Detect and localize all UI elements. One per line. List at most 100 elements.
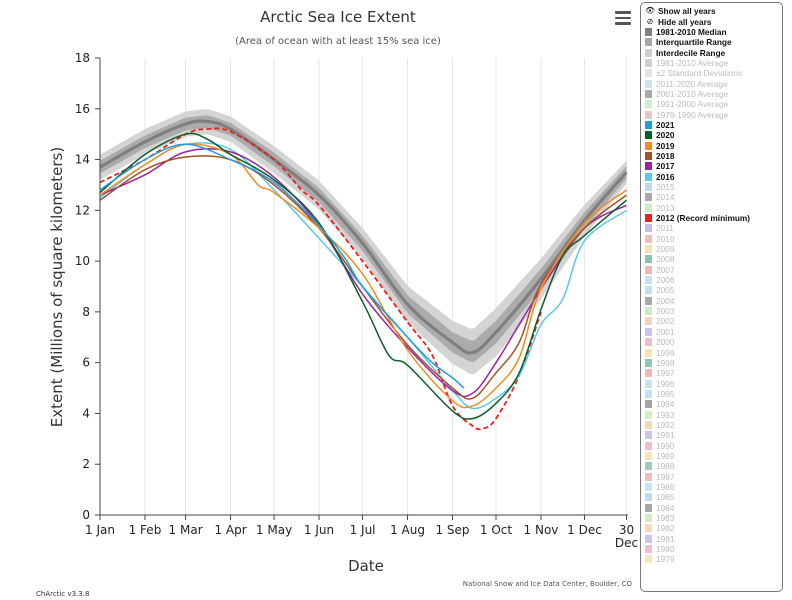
legend-item-1992[interactable]: 1992 [645,420,778,430]
legend-item-2002[interactable]: 2002 [645,316,778,326]
legend-item-2-standard-deviations[interactable]: ±2 Standard Deviations [645,68,778,78]
legend-item-interquartile-range[interactable]: Interquartile Range [645,37,778,47]
legend-item-1989[interactable]: 1989 [645,451,778,461]
legend-swatch [645,441,652,450]
legend-swatch [645,89,652,98]
legend-swatch [645,348,652,357]
y-tick-label: 10 [75,254,90,268]
legend-label: 1982 [656,523,675,534]
legend-label: 2001 [656,326,675,337]
legend-item-1985[interactable]: 1985 [645,492,778,502]
legend-item-1997[interactable]: 1997 [645,368,778,378]
legend-item-2001[interactable]: 2001 [645,327,778,337]
y-tick-label: 8 [82,305,90,319]
legend-item-1982[interactable]: 1982 [645,523,778,533]
series-line-2018 [99,155,627,400]
x-tick-label: 30 [619,523,634,537]
legend-label: 2003 [656,306,675,317]
legend-item-1994[interactable]: 1994 [645,399,778,409]
legend-label: 2000 [656,337,675,348]
legend-swatch [645,131,652,140]
legend-swatch [645,151,652,160]
legend-item-2018[interactable]: 2018 [645,151,778,161]
legend-swatch [645,389,652,398]
legend-item-2006[interactable]: 2006 [645,275,778,285]
legend-item-2015[interactable]: 2015 [645,182,778,192]
legend-item-1998[interactable]: 1998 [645,358,778,368]
hamburger-menu-icon[interactable] [612,8,634,28]
legend-item-2000[interactable]: 2000 [645,337,778,347]
legend-label: 2014 [656,192,675,203]
eye-slash-icon: ⊘ [646,16,654,26]
legend-item-2011[interactable]: 2011 [645,223,778,233]
series-line-2019 [99,143,627,409]
legend-swatch [645,100,652,109]
legend-label: 2019 [656,140,675,151]
legend-label: 1980 [656,544,675,555]
legend-item-2016[interactable]: 2016 [645,172,778,182]
legend-item-1991[interactable]: 1991 [645,430,778,440]
legend-swatch [645,307,652,316]
legend-swatch [645,482,652,491]
legend-label: 1999 [656,347,675,358]
legend-item-1993[interactable]: 1993 [645,409,778,420]
legend-swatch [645,162,652,171]
legend-item-1981[interactable]: 1981 [645,534,778,544]
legend-swatch [645,358,652,367]
legend-swatch [645,265,652,274]
legend-item-2020[interactable]: 2020 [645,130,778,140]
legend-item-2012-record-minimum[interactable]: 2012 (Record minimum) [645,213,778,223]
legend-item-1987[interactable]: 1987 [645,471,778,482]
legend-item-2021[interactable]: 2021 [645,120,778,130]
legend-item-1981-2010-median[interactable]: 1981-2010 Median [645,27,778,37]
legend-swatch [645,69,652,78]
legend-item-1996[interactable]: 1996 [645,378,778,389]
legend-swatch [645,420,652,429]
legend-item-2013[interactable]: 2013 [645,203,778,213]
legend-label: 1979-1990 Average [656,109,729,120]
legend-item-2014[interactable]: 2014 [645,192,778,202]
x-tick-label: 1 Aug [390,523,425,537]
legend-item-2008[interactable]: 2008 [645,254,778,264]
legend-item-2009[interactable]: 2009 [645,244,778,254]
legend-item-2011-2020-average[interactable]: 2011-2020 Average [645,78,778,89]
legend-item-1984[interactable]: 1984 [645,503,778,513]
legend-swatch [645,234,652,243]
legend-swatch [645,110,652,119]
legend-item-2007[interactable]: 2007 [645,265,778,275]
legend-item-2005[interactable]: 2005 [645,285,778,295]
legend-swatch [645,317,652,326]
legend-item-2010[interactable]: 2010 [645,234,778,244]
legend-item-2003[interactable]: 2003 [645,306,778,316]
legend-item-1988[interactable]: 1988 [645,461,778,471]
legend-item-2004[interactable]: 2004 [645,296,778,306]
legend-item-2001-2010-average[interactable]: 2001-2010 Average [645,89,778,99]
y-tick-label: 12 [75,203,90,217]
legend-item-interdecile-range[interactable]: Interdecile Range [645,47,778,58]
legend-label: ±2 Standard Deviations [656,68,743,79]
legend-label: 1985 [656,492,675,503]
legend-item-1979[interactable]: 1979 [645,554,778,564]
legend-swatch [645,183,652,192]
legend-label: 2021 [656,119,675,130]
legend-item-1981-2010-average[interactable]: 1981-2010 Average [645,58,778,68]
legend-item-1995[interactable]: 1995 [645,389,778,399]
legend-item-1983[interactable]: 1983 [645,513,778,523]
legend-item-1979-1990-average[interactable]: 1979-1990 Average [645,109,778,120]
chart-title: Arctic Sea Ice Extent [260,8,416,26]
legend-item-2017[interactable]: 2017 [645,161,778,171]
show-all-years-button[interactable]: 👁 Show all years [645,6,778,16]
legend-item-1990[interactable]: 1990 [645,440,778,451]
legend-item-1999[interactable]: 1999 [645,347,778,358]
legend-swatch [645,545,652,554]
y-tick-label: 6 [82,356,90,370]
legend-item-1980[interactable]: 1980 [645,544,778,554]
legend-swatch [645,214,652,223]
legend-label: 1988 [656,461,675,472]
hide-all-years-button[interactable]: ⊘ Hide all years [645,16,778,27]
y-tick-label: 2 [82,457,90,471]
legend-item-1986[interactable]: 1986 [645,482,778,492]
legend-item-2019[interactable]: 2019 [645,140,778,151]
legend-label: 2010 [656,233,675,244]
legend-item-1991-2000-average[interactable]: 1991-2000 Average [645,99,778,109]
